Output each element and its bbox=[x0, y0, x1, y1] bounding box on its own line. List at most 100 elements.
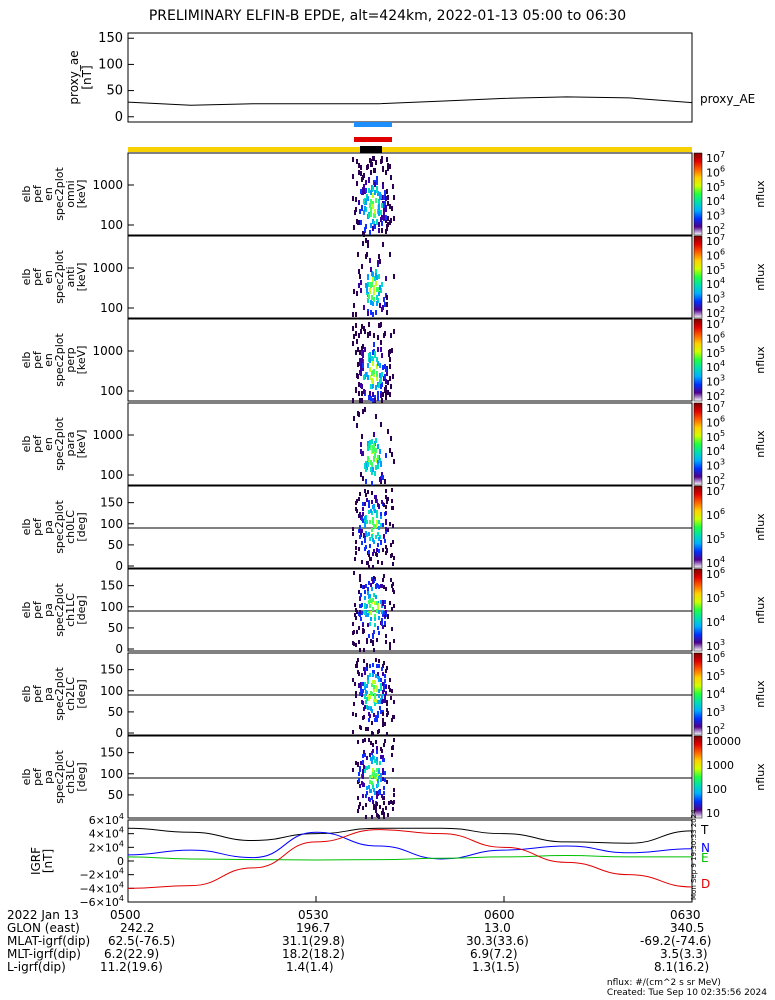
spectrogram-pixel bbox=[372, 392, 374, 397]
colorbar bbox=[693, 485, 703, 569]
spectrogram-pixel bbox=[374, 759, 376, 763]
spectrogram-pixel bbox=[381, 500, 383, 504]
y-axis-label: pa bbox=[42, 603, 55, 617]
spectrogram-pixel bbox=[370, 384, 372, 389]
spectrogram-pixel bbox=[372, 680, 374, 684]
y-axis-label: [keV] bbox=[75, 263, 88, 292]
spectrogram-pixel bbox=[385, 634, 387, 638]
spectrogram-pixel bbox=[355, 323, 357, 328]
spectrogram-pixel bbox=[361, 264, 363, 269]
spectrogram-pixel bbox=[368, 738, 370, 742]
y-axis-label: [deg] bbox=[75, 762, 88, 791]
spectrogram-pixel bbox=[373, 432, 375, 437]
y-tick-label: −4×104 bbox=[79, 880, 124, 895]
spectrogram-pixel bbox=[369, 230, 371, 235]
colorbar-tick-label: 105 bbox=[706, 345, 725, 360]
y-tick-label: 100 bbox=[98, 57, 123, 72]
spectrogram-pixel bbox=[366, 663, 368, 667]
spectrogram-pixel bbox=[374, 623, 376, 627]
spectrogram-pixel bbox=[367, 613, 369, 617]
spectrogram-pixel bbox=[362, 775, 364, 779]
y-axis-label: ch3LC bbox=[64, 760, 77, 794]
spectrogram-pixel bbox=[352, 641, 354, 645]
y-tick-label: 150 bbox=[100, 496, 123, 510]
spectrogram-pixel bbox=[378, 770, 380, 774]
spectrogram-pixel bbox=[376, 514, 378, 518]
spectrogram-pixel bbox=[363, 585, 365, 589]
spectrogram-pixel bbox=[382, 672, 384, 676]
spectrogram-pixel bbox=[389, 252, 391, 257]
y-axis-label: elb bbox=[20, 769, 33, 786]
colorbar-tick-label: 107 bbox=[706, 400, 725, 415]
spectrogram-pixel bbox=[364, 611, 366, 615]
spectrogram-pixel bbox=[377, 714, 379, 718]
spectrogram-pixel bbox=[370, 509, 372, 513]
spectrogram-pixel bbox=[387, 216, 389, 221]
spectrogram-pixel bbox=[355, 501, 357, 505]
spectrogram-pixel bbox=[390, 436, 392, 441]
colorbar-tick-label: 104 bbox=[706, 614, 725, 629]
panel-frame bbox=[127, 568, 693, 652]
spectrogram-pixel bbox=[356, 423, 358, 428]
spectrogram-pixel bbox=[356, 159, 358, 164]
y-tick-label: 100 bbox=[100, 767, 123, 781]
spectrogram-pixel bbox=[364, 738, 366, 742]
spectrogram-pixel bbox=[381, 695, 383, 699]
spectrogram-pixel bbox=[372, 201, 374, 206]
colorbar bbox=[693, 152, 703, 236]
spectrogram-pixel bbox=[358, 640, 360, 644]
colorbar-tick-label: 106 bbox=[706, 566, 725, 581]
spectrogram-pixel bbox=[368, 177, 370, 182]
spectrogram-pixel bbox=[376, 372, 378, 377]
spectrogram-pixel bbox=[383, 215, 385, 220]
spectrogram-pixel bbox=[368, 510, 370, 514]
spectrogram-pixel bbox=[367, 274, 369, 279]
footer-value: 13.0 bbox=[484, 921, 511, 935]
spectrogram-pixel bbox=[362, 623, 364, 627]
spectrogram-pixel bbox=[381, 282, 383, 287]
spectrogram-pixel bbox=[360, 329, 362, 334]
colorbar-tick-label: 104 bbox=[706, 359, 725, 374]
spectrogram-pixel bbox=[376, 795, 378, 799]
spectrogram-pixel bbox=[369, 544, 371, 548]
spectrogram-pixel bbox=[379, 761, 381, 765]
spectrogram-pixel bbox=[368, 213, 370, 218]
colorbar-tick-label: 104 bbox=[706, 555, 725, 570]
spectrogram-pixel bbox=[368, 581, 370, 585]
spectrogram-pixel bbox=[369, 673, 371, 677]
spectrogram-pixel bbox=[366, 791, 368, 795]
spectrogram-pixel bbox=[362, 739, 364, 743]
spectrogram-pixel bbox=[377, 532, 379, 536]
y-axis-label: en bbox=[42, 187, 55, 201]
spectrogram-pixel bbox=[367, 694, 369, 698]
spectrogram-pixel bbox=[364, 753, 366, 757]
spectrogram-pixel bbox=[374, 453, 376, 458]
spectrogram-pixel bbox=[383, 297, 385, 302]
colorbar-tick-label: 105 bbox=[706, 429, 725, 444]
spectrogram-pixel bbox=[372, 379, 374, 384]
spectrogram-pixel bbox=[361, 398, 363, 403]
spectrogram-pixel bbox=[375, 773, 377, 777]
colorbar-tick-label: 106 bbox=[706, 650, 725, 665]
spectrogram-pixel bbox=[369, 440, 371, 445]
spectrogram-pixel bbox=[389, 642, 391, 646]
spectrogram-pixel bbox=[374, 209, 376, 214]
colorbar-tick-label: 106 bbox=[706, 414, 725, 429]
spectrogram-pixel bbox=[357, 796, 359, 800]
spectrogram-pixel bbox=[361, 560, 363, 564]
spectrogram-pixel bbox=[361, 541, 363, 545]
spectrogram-pixel bbox=[358, 333, 360, 338]
spectrogram-pixel bbox=[393, 700, 395, 704]
spectrogram-pixel bbox=[389, 392, 391, 397]
spectrogram-pixel bbox=[387, 813, 389, 817]
y-axis-label: IGRF bbox=[29, 847, 43, 875]
spectrogram-pixel bbox=[367, 311, 369, 316]
spectrogram-pixel bbox=[365, 199, 367, 204]
spectrogram-pixel bbox=[377, 287, 379, 292]
spectrogram-pixel bbox=[372, 383, 374, 388]
spectrogram-pixel bbox=[388, 801, 390, 805]
spectrogram-pixel bbox=[378, 199, 380, 204]
spectrogram-pixel bbox=[367, 591, 369, 595]
spectrogram-pixel bbox=[376, 746, 378, 750]
spectrogram-pixel bbox=[367, 727, 369, 731]
